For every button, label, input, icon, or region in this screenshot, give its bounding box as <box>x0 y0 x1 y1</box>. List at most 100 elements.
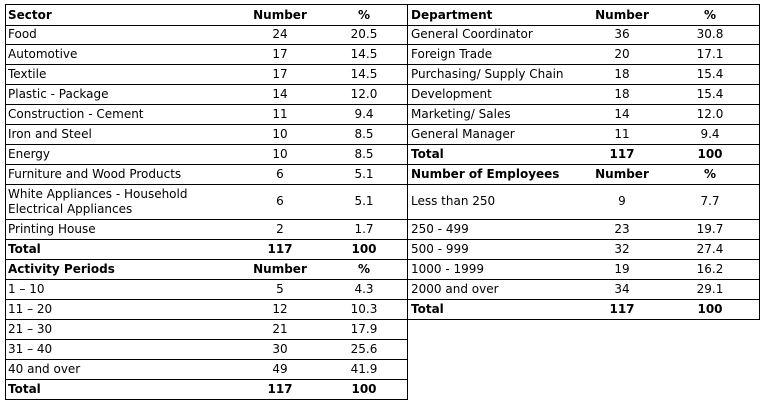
sector-number-cell: 6 <box>276 166 284 181</box>
activity-label-cell: Activity Periods <box>8 261 115 276</box>
department-table-row: Development 18 15.4 <box>407 84 760 105</box>
sector-label-cell: Automotive <box>8 46 78 61</box>
activity-table-row: 40 and over 49 41.9 <box>5 359 407 380</box>
employees-label-cell: Total <box>411 301 444 316</box>
sector-total-row: Total 117 100 <box>5 239 407 260</box>
sector-percent-cell: 8.5 <box>354 126 374 141</box>
sector-label-cell: Food <box>8 26 37 41</box>
employees-label-cell: Less than 250 <box>411 194 496 208</box>
department-number-cell: 36 <box>614 26 630 41</box>
employees-number-cell: 117 <box>609 301 635 316</box>
activity-label-cell: 40 and over <box>8 361 81 376</box>
sector-percent-cell: 5.1 <box>354 166 374 181</box>
tables-container: Sector Number% Food 24 20.5 Automotive 17 14.5 T… <box>5 4 760 400</box>
employees-percent-cell: 19.7 <box>696 221 724 236</box>
department-number-cell: 18 <box>614 86 630 101</box>
employees-percent-cell: 16.2 <box>696 261 724 276</box>
sector-number-cell: 117 <box>267 241 293 256</box>
employees-header-row: Number of Employees Number% <box>407 164 760 185</box>
employees-label-cell: 1000 - 1999 <box>411 261 485 276</box>
activity-percent-cell: 4.3 <box>354 281 374 296</box>
activity-label-cell: 31 – 40 <box>8 341 53 356</box>
department-percent-cell: 9.4 <box>700 126 720 141</box>
sector-table-row: Iron and Steel 10 8.5 <box>5 124 407 145</box>
department-label-cell: Foreign Trade <box>411 46 493 61</box>
sector-table-row: Furniture and Wood Products 6 5.1 <box>5 164 407 185</box>
department-label-cell: Department <box>411 7 493 22</box>
employees-table-row: Less than 250 9 7.7 <box>407 184 760 220</box>
sector-table-row: Plastic - Package 14 12.0 <box>5 84 407 105</box>
employees-percent-cell: % <box>703 166 717 181</box>
department-percent-cell: 15.4 <box>696 66 724 81</box>
sector-label-cell: Energy <box>8 146 51 161</box>
table-border-line <box>407 4 408 400</box>
sector-label-cell: Total <box>8 241 41 256</box>
sector-label-cell: White Appliances - Household Electrical … <box>8 186 188 216</box>
department-table-row: Foreign Trade 20 17.1 <box>407 44 760 65</box>
sector-number-cell: 14 <box>272 86 288 101</box>
sector-percent-cell: 14.5 <box>350 66 378 81</box>
department-number-cell: 14 <box>614 106 630 121</box>
department-label-cell: Development <box>411 86 492 101</box>
sector-table-row: Food 24 20.5 <box>5 24 407 45</box>
department-number-cell: Number <box>595 7 649 22</box>
sector-table-row: Printing House 2 1.7 <box>5 219 407 240</box>
department-total-row: Total 117 100 <box>407 144 760 165</box>
employees-label-cell: Number of Employees <box>411 166 560 181</box>
sector-number-cell: Number <box>253 7 307 22</box>
sector-table-row: White Appliances - Household Electrical … <box>5 184 407 220</box>
department-percent-cell: 17.1 <box>696 46 724 61</box>
employees-percent-cell: 27.4 <box>696 241 724 256</box>
employees-total-row: Total 117 100 <box>407 299 760 320</box>
sector-table-row: Construction - Cement 11 9.4 <box>5 104 407 125</box>
employees-percent-cell: 100 <box>697 301 723 316</box>
sector-table-row: Textile 17 14.5 <box>5 64 407 85</box>
sector-number-cell: 2 <box>276 221 284 236</box>
sector-percent-cell: 14.5 <box>350 46 378 61</box>
department-label-cell: Total <box>411 146 444 161</box>
sector-table-row: Energy 10 8.5 <box>5 144 407 165</box>
employees-percent-cell: 29.1 <box>696 281 724 296</box>
sector-label-cell: Printing House <box>8 221 96 236</box>
activity-label-cell: 11 – 20 <box>8 301 53 316</box>
department-percent-cell: 15.4 <box>696 86 724 101</box>
employees-number-cell: 23 <box>614 221 630 236</box>
department-label-cell: General Coordinator <box>411 26 533 41</box>
sector-percent-cell: 5.1 <box>354 194 374 208</box>
activity-table-row: 1 – 10 5 4.3 <box>5 279 407 300</box>
department-table-row: Purchasing/ Supply Chain 18 15.4 <box>407 64 760 85</box>
sector-percent-cell: 12.0 <box>350 86 378 101</box>
sector-label-cell: Furniture and Wood Products <box>8 166 182 181</box>
department-label-cell: Marketing/ Sales <box>411 106 511 121</box>
activity-percent-cell: 100 <box>351 381 377 396</box>
activity-percent-cell: 17.9 <box>350 321 378 336</box>
activity-label-cell: 21 – 30 <box>8 321 53 336</box>
sector-percent-cell: 100 <box>351 241 377 256</box>
employees-number-cell: 19 <box>614 261 630 276</box>
department-table-row: Marketing/ Sales 14 12.0 <box>407 104 760 125</box>
employees-label-cell: 2000 and over <box>411 281 499 296</box>
employees-number-cell: 9 <box>618 194 626 208</box>
sector-number-cell: 17 <box>272 46 288 61</box>
sector-label-cell: Sector <box>8 7 52 22</box>
sector-header-row: Sector Number% <box>5 4 407 26</box>
department-table-row: General Coordinator 36 30.8 <box>407 24 760 45</box>
activity-percent-cell: 41.9 <box>350 361 378 376</box>
activity-number-cell: 21 <box>272 321 288 336</box>
activity-percent-cell: 25.6 <box>350 341 378 356</box>
sector-percent-cell: 8.5 <box>354 146 374 161</box>
sector-label-cell: Plastic - Package <box>8 86 109 101</box>
activity-number-cell: 30 <box>272 341 288 356</box>
sector-percent-cell: 1.7 <box>354 221 374 236</box>
sector-number-cell: 24 <box>272 26 288 41</box>
sector-percent-cell: % <box>357 7 371 22</box>
employees-table-row: 500 - 999 32 27.4 <box>407 239 760 260</box>
sector-number-cell: 10 <box>272 126 288 141</box>
employees-number-cell: 34 <box>614 281 630 296</box>
department-number-cell: 117 <box>609 146 635 161</box>
sector-number-cell: 6 <box>276 194 284 208</box>
table-border-line <box>5 4 6 400</box>
activity-table-row: 21 – 30 21 17.9 <box>5 319 407 340</box>
employees-table-row: 250 - 499 23 19.7 <box>407 219 760 240</box>
employees-percent-cell: 7.7 <box>700 194 720 208</box>
